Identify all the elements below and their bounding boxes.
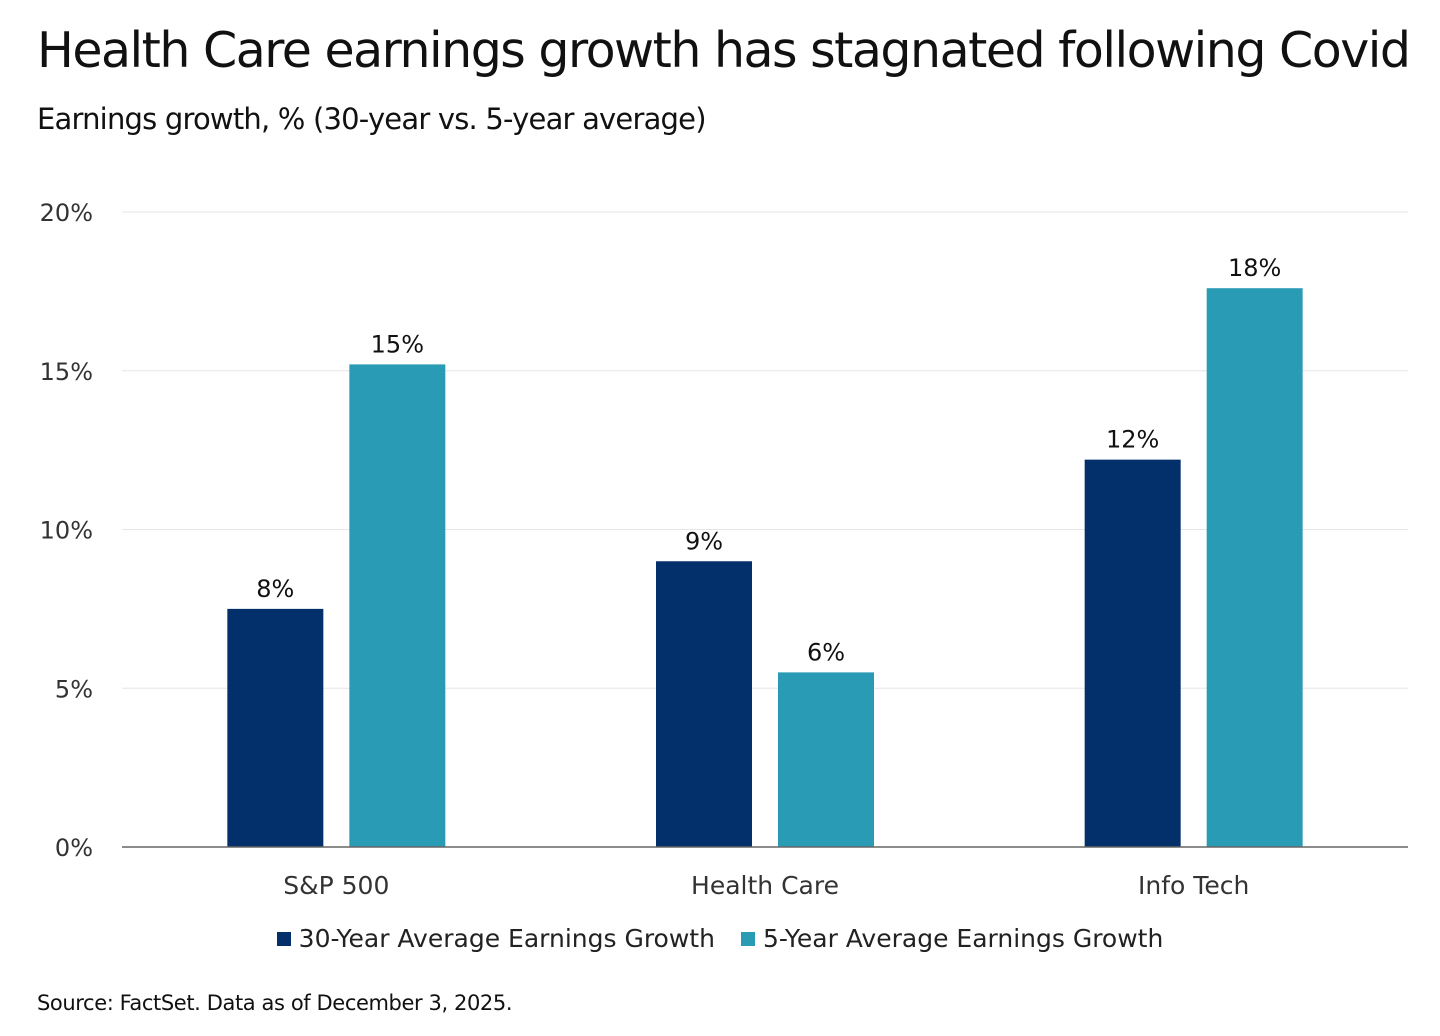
data-label: 12%: [1106, 426, 1159, 454]
x-tick-label: S&P 500: [283, 871, 389, 900]
data-label: 15%: [371, 330, 424, 358]
data-label: 8%: [256, 575, 294, 603]
bar: [349, 364, 446, 847]
y-tick-label: 20%: [40, 199, 93, 227]
y-tick-label: 15%: [40, 358, 93, 386]
legend: 30-Year Average Earnings Growth 5-Year A…: [0, 924, 1440, 953]
bar: [1206, 288, 1303, 847]
legend-label-30-year: 30-Year Average Earnings Growth: [298, 924, 715, 953]
bar: [1084, 459, 1181, 847]
bar: [656, 561, 752, 847]
legend-swatch-5-year: [740, 931, 755, 946]
y-tick-label: 0%: [55, 834, 93, 862]
source-note: Source: FactSet. Data as of December 3, …: [37, 991, 513, 1015]
bar: [227, 608, 324, 847]
legend-item-30-year: 30-Year Average Earnings Growth: [276, 924, 715, 953]
x-tick-label: Info Tech: [1138, 871, 1249, 900]
y-tick-label: 10%: [40, 517, 93, 545]
data-label: 9%: [685, 527, 723, 555]
bar: [778, 672, 874, 847]
chart-subtitle: Earnings growth, % (30-year vs. 5-year a…: [37, 102, 707, 136]
legend-swatch-30-year: [276, 931, 291, 946]
y-tick-label: 5%: [55, 675, 93, 703]
legend-label-5-year: 5-Year Average Earnings Growth: [762, 924, 1164, 953]
data-label: 18%: [1228, 254, 1281, 282]
legend-item-5-year: 5-Year Average Earnings Growth: [740, 924, 1164, 953]
chart-title: Health Care earnings growth has stagnate…: [37, 22, 1411, 79]
data-label: 6%: [807, 638, 845, 666]
x-tick-label: Health Care: [691, 871, 839, 900]
